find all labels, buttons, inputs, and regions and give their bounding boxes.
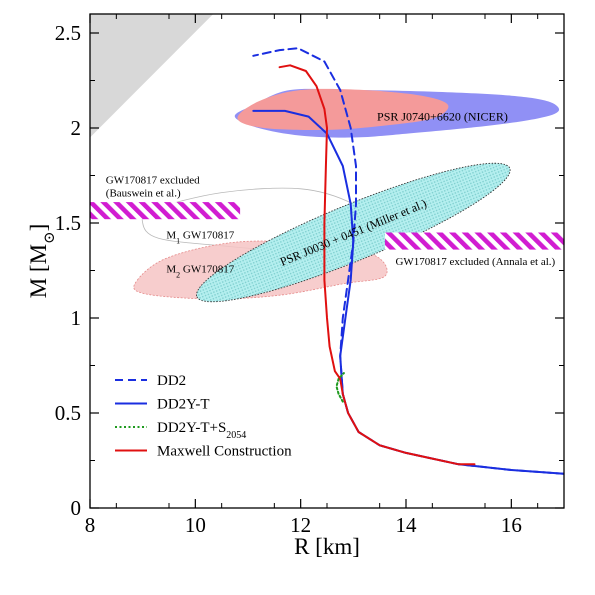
x-tick-label: 14 <box>396 513 418 537</box>
y-tick-label: 0 <box>71 496 82 520</box>
series-line-maxwell-construction <box>278 64 476 466</box>
legend-label-dd2y-t-s2054: DD2Y-T+S2054 <box>157 420 246 441</box>
legend-label-dd2y-t: DD2Y-T <box>157 397 210 413</box>
y-tick-label: 0.5 <box>55 401 81 425</box>
x-tick-label: 16 <box>501 513 522 537</box>
nicer-j0740-inner-contour <box>237 88 449 131</box>
bauswein-label-line1: GW170817 excluded <box>106 174 200 186</box>
annala-excluded-band <box>384 232 564 250</box>
x-tick-label: 12 <box>290 513 311 537</box>
y-tick-label: 1 <box>71 306 82 330</box>
causality-excluded-region <box>90 14 214 138</box>
curves-layer <box>252 47 564 475</box>
x-axis-label: R [km] <box>294 534 360 559</box>
legend: DD2 DD2Y-T DD2Y-T+S2054 Maxwell Construc… <box>115 373 292 460</box>
m1-gw170817-label: M1 GW170817 <box>166 229 234 245</box>
y-axis-label: M [M⊙] <box>26 224 58 299</box>
y-tick-label: 2 <box>71 116 82 140</box>
legend-label-maxwell: Maxwell Construction <box>157 444 292 460</box>
annala-label: GW170817 excluded (Annala et al.) <box>395 256 555 268</box>
m2-gw170817-label: M2 GW170817 <box>166 264 234 280</box>
bauswein-label-line2: (Bauswein et al.) <box>106 188 181 200</box>
y-tick-label: 1.5 <box>55 211 81 235</box>
x-tick-label: 8 <box>85 513 96 537</box>
bauswein-excluded-band <box>90 202 241 220</box>
series-line-dd2y-t-s2054 <box>335 372 345 403</box>
axis-ticks <box>89 14 564 509</box>
y-tick-label: 2.5 <box>55 21 81 45</box>
nicer-j0740-label: PSR J0740+6620 (NICER) <box>377 110 508 124</box>
legend-label-dd2: DD2 <box>157 373 186 389</box>
x-tick-label: 10 <box>185 513 206 537</box>
axis-tick-labels: 8 10 12 14 16 0 0.5 1 1.5 2 2.5 <box>55 21 522 537</box>
